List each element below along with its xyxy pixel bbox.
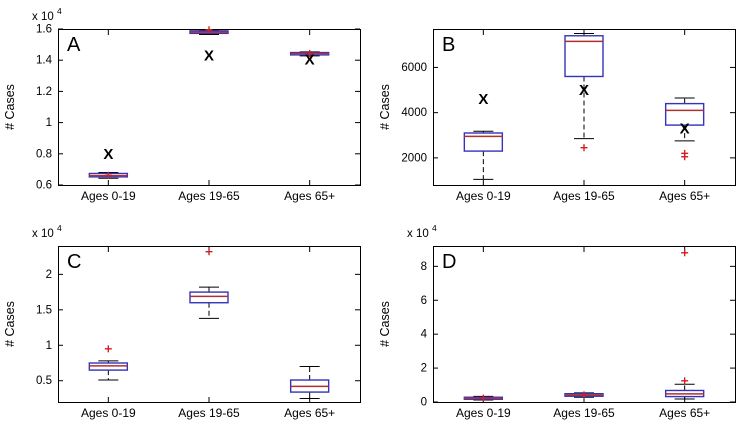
- y-tick-label: 0.6: [36, 179, 52, 191]
- boxplot-svg-a: 0.6 0.8 1 1.2 1.4 1.6 Ages 0-19 Ages 19-65 Ages …: [3, 6, 361, 203]
- box-group-1: X: [189, 25, 229, 64]
- boxplot-panel-d: 0 2 4 6 8 Ages 0-19 Ages 19-65 Ages 65+ D # Cases…: [376, 217, 751, 434]
- iqr-box: [463, 131, 504, 152]
- x-tick-label: Ages 0-19: [81, 189, 136, 203]
- y-scale-label: x 10 4: [32, 6, 62, 23]
- panel-label: C: [67, 251, 81, 273]
- y-axis-label: # Cases: [378, 84, 392, 130]
- boxplot-panel-c: 0.5 1 1.5 2 Ages 0-19 Ages 19-65 Ages 65+ C # Ca…: [0, 217, 376, 434]
- axes-box: [433, 28, 737, 186]
- box-group-0: [88, 344, 128, 381]
- boxplot-panel-b: 2000 4000 6000 Ages 0-19 Ages 19-65 Ages 65+ X…: [376, 0, 751, 217]
- x-tick-label: Ages 19-65: [554, 189, 616, 203]
- y-scale-label: x 10 4: [407, 223, 437, 240]
- axes-box: [57, 245, 361, 403]
- y-tick-label: 2: [45, 268, 51, 280]
- x-tick-label: Ages 65+: [659, 406, 710, 420]
- y-tick-label: 4000: [402, 107, 428, 119]
- y-tick-label: 2: [421, 362, 427, 374]
- x-data-marker: X: [304, 51, 314, 68]
- y-tick-label: 1.4: [36, 54, 53, 66]
- x-tick-label: Ages 65+: [284, 189, 335, 203]
- x-tick-label: Ages 19-65: [178, 406, 240, 420]
- y-tick-label: 1: [45, 117, 51, 129]
- y-tick-label: 1.5: [36, 304, 52, 316]
- x-tick-label: Ages 65+: [659, 189, 710, 203]
- iqr-box: [665, 102, 705, 126]
- box-group-0: [463, 394, 504, 402]
- box-group-1: [564, 390, 604, 398]
- y-tick-label: 6000: [402, 61, 428, 73]
- boxplot-panel-a: 0.6 0.8 1 1.2 1.4 1.6 Ages 0-19 Ages 19-65 Ages …: [0, 0, 376, 217]
- y-axis-label: # Cases: [3, 301, 17, 347]
- box-group-1: [189, 247, 229, 319]
- y-tick-label: 8: [421, 260, 427, 272]
- y-tick-label: 4: [421, 328, 428, 340]
- panel-label: A: [67, 34, 81, 56]
- iqr-box: [189, 290, 229, 303]
- y-tick-label: 1: [45, 339, 51, 351]
- x-tick-label: Ages 19-65: [554, 406, 616, 420]
- box-group-1: X: [564, 32, 604, 151]
- iqr-box: [564, 34, 604, 77]
- x-tick-label: Ages 19-65: [178, 189, 240, 203]
- x-tick-label: Ages 0-19: [456, 189, 511, 203]
- y-tick-label: 2000: [402, 152, 428, 164]
- axes-box: [433, 245, 737, 403]
- x-data-marker: X: [479, 91, 489, 108]
- x-data-marker: X: [103, 145, 113, 162]
- box-group-2: X: [665, 96, 705, 160]
- panel-label: D: [442, 251, 456, 273]
- box-group-2: [665, 248, 705, 399]
- x-data-marker: X: [204, 47, 214, 64]
- y-tick-label: 1.2: [36, 85, 52, 97]
- y-tick-label: 0.5: [36, 375, 52, 387]
- y-scale-label: x 10 4: [32, 223, 62, 240]
- x-tick-label: Ages 0-19: [81, 406, 136, 420]
- y-tick-label: 0.8: [36, 148, 52, 160]
- x-data-marker: X: [579, 82, 589, 99]
- x-tick-label: Ages 65+: [284, 406, 335, 420]
- y-axis-label: # Cases: [378, 301, 392, 347]
- boxplot-svg-d: 0 2 4 6 8 Ages 0-19 Ages 19-65 Ages 65+ D # Cases…: [378, 223, 737, 420]
- y-tick-label: 0: [421, 396, 427, 408]
- y-tick-label: 1.6: [36, 23, 52, 35]
- box-group-0: X: [463, 91, 504, 180]
- x-data-marker: X: [680, 120, 690, 137]
- box-group-2: X: [289, 49, 330, 68]
- panel-label: B: [442, 34, 455, 56]
- x-tick-label: Ages 0-19: [456, 406, 511, 420]
- y-axis-label: # Cases: [3, 84, 17, 130]
- box-group-2: [289, 365, 330, 399]
- boxplot-svg-c: 0.5 1 1.5 2 Ages 0-19 Ages 19-65 Ages 65+ C # Ca…: [3, 223, 361, 420]
- boxplot-svg-b: 2000 4000 6000 Ages 0-19 Ages 19-65 Ages 65+ X…: [378, 28, 737, 203]
- box-group-0: X: [88, 145, 128, 179]
- y-tick-label: 6: [421, 294, 427, 306]
